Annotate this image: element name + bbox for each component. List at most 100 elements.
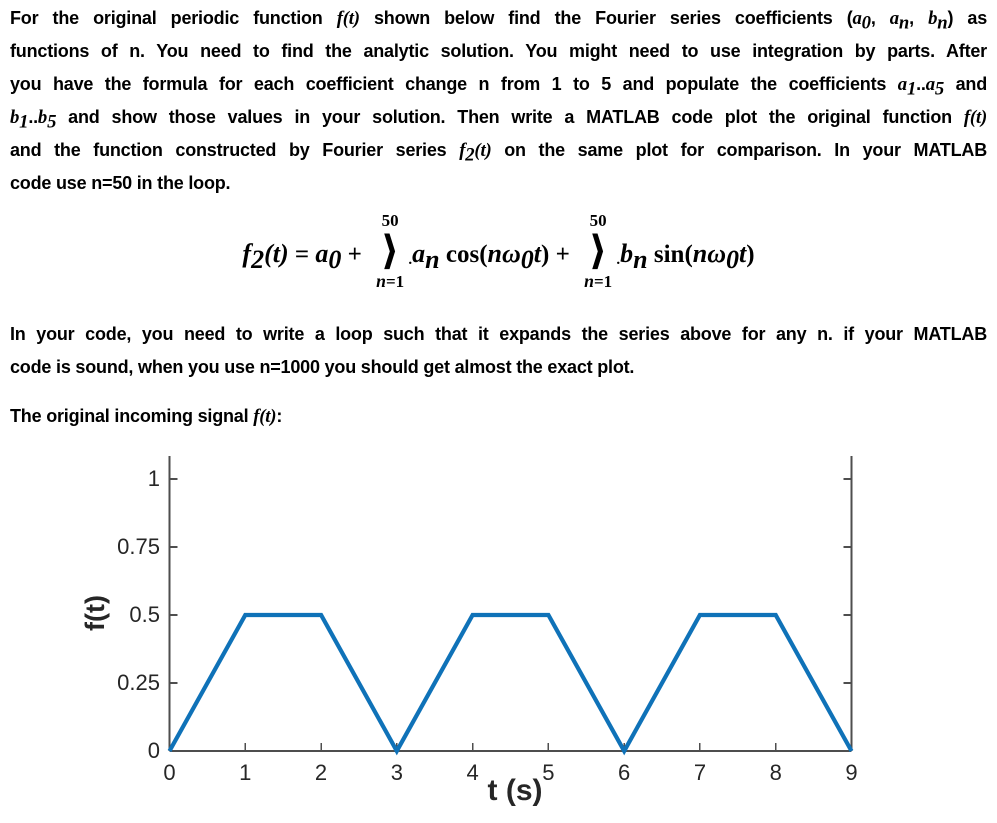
text-segment: ,: [870, 8, 890, 28]
math-text: 2: [251, 245, 265, 275]
text-line: b1..b5 and show those values in your sol…: [10, 101, 987, 134]
signal-chart-svg: f(t) t (s) 0 1 2 3 4 5 6 7 8 9 0 0.25 0.5 0.75 1: [80, 456, 858, 807]
text-segment: functions of n. You need to find the ana…: [10, 41, 987, 61]
text-line: code use n=50 in the loop.: [10, 167, 987, 200]
math-text: 0: [861, 12, 871, 34]
math-text: t: [533, 239, 542, 269]
text-segment: The original incoming signal: [10, 406, 254, 426]
math-text: b: [10, 107, 20, 128]
text-segment: ..: [28, 107, 38, 127]
math-text: b: [620, 239, 634, 269]
formula-text: f2(t) = a0 +: [242, 239, 369, 273]
fourier-series-formula: f2(t) = a0 + 50 ⟩. n=1 an cos(nω0t) + 50 ⟩. n…: [0, 212, 997, 291]
text-segment: For the original periodic function: [10, 8, 337, 28]
sum-dot-artifact: .: [616, 251, 621, 268]
text-line: and the function constructed by Fourier …: [10, 134, 987, 167]
math-text: (t): [264, 239, 289, 269]
text-segment: cos(: [439, 241, 488, 269]
signal-line: [167, 612, 854, 756]
text-line: The original incoming signal f(t):: [10, 400, 987, 433]
x-tick-label: 4: [466, 760, 478, 785]
text-segment: and show those values in your solution. …: [56, 107, 964, 127]
sum-upper-limit: 50: [381, 211, 399, 230]
text-segment: ..: [916, 74, 926, 94]
signal-intro-line: The original incoming signal f(t):: [10, 400, 987, 433]
x-tick-label: 0: [163, 760, 175, 785]
math-text: f: [242, 239, 252, 269]
math-text: f(t): [253, 406, 277, 427]
x-tick-label: 3: [391, 760, 403, 785]
text-line: For the original periodic function f(t) …: [10, 2, 987, 35]
y-tick-label: 1: [148, 466, 160, 491]
sum-dot-artifact: .: [408, 251, 413, 268]
math-text: n: [937, 12, 948, 34]
text-segment: shown below find the Fourier series coef…: [359, 8, 853, 28]
math-text: a: [889, 8, 899, 29]
math-text: 0: [328, 245, 342, 275]
y-axis-label: f(t): [80, 595, 110, 631]
text-line: code is sound, when you use n=1000 you s…: [10, 351, 987, 384]
sigma-glyph: ⟩: [381, 228, 400, 273]
instructions-paragraph-1: For the original periodic function f(t) …: [10, 2, 987, 200]
math-text: b: [37, 107, 48, 128]
text-segment: ) +: [541, 241, 577, 269]
x-axis-label: t (s): [488, 774, 543, 807]
sum-upper-limit: 50: [589, 211, 607, 230]
summation-symbol: 50 ⟩. n=1: [584, 211, 620, 291]
math-text: b: [928, 8, 938, 29]
formula-row: f2(t) = a0 + 50 ⟩. n=1 an cos(nω0t) + 50 ⟩. n…: [0, 212, 997, 291]
math-text: n: [633, 245, 648, 275]
text-segment: code is sound, when you use n=1000 you s…: [10, 357, 635, 377]
signal-figure: f(t) t (s) 0 1 2 3 4 5 6 7 8 9 0 0.25 0.5 0.75 1: [0, 440, 997, 818]
text-segment: and: [944, 74, 988, 94]
text-segment: and the function constructed by Fourier …: [10, 140, 460, 160]
text-segment: =: [288, 241, 316, 269]
math-text: n: [425, 245, 440, 275]
y-tick-label: 0.5: [129, 602, 160, 627]
text-line: functions of n. You need to find the ana…: [10, 35, 987, 68]
formula-text: bn sin(nω0t): [620, 239, 755, 273]
math-text: nω: [487, 239, 521, 269]
x-tick-label: 8: [770, 760, 782, 785]
y-tick-label: 0.75: [117, 534, 160, 559]
math-text: 5: [47, 111, 57, 133]
text-segment: In your code, you need to write a loop s…: [10, 324, 987, 344]
text-segment: ) as: [947, 8, 988, 28]
text-segment: you have the formula for each coefficien…: [10, 74, 898, 94]
summation-symbol: 50 ⟩. n=1: [376, 211, 412, 291]
x-tick-label: 7: [694, 760, 706, 785]
text-segment: ,: [909, 8, 929, 28]
math-text: n: [584, 271, 594, 291]
text-segment: =1: [385, 272, 405, 291]
text-segment: on the same plot for comparison. In your…: [491, 140, 988, 160]
math-text: 1: [906, 78, 917, 100]
math-text: n: [376, 271, 386, 291]
formula-text: an cos(nω0t) +: [412, 239, 577, 273]
sum-lower-limit: n=1: [376, 271, 405, 291]
text-segment: +: [341, 241, 369, 269]
math-text: 5: [934, 78, 945, 100]
x-tick-label: 5: [542, 760, 554, 785]
math-text: f(t): [963, 107, 987, 128]
sum-lower-limit: n=1: [584, 271, 613, 291]
math-text: f(t): [336, 8, 360, 29]
y-tick-label: 0.25: [117, 670, 160, 695]
text-segment: code use n=50 in the loop.: [10, 173, 231, 193]
math-text: a: [412, 239, 426, 269]
text-line: In your code, you need to write a loop s…: [10, 318, 987, 351]
math-text: a: [897, 74, 907, 95]
math-text: a: [852, 8, 862, 29]
text-segment: ): [746, 241, 755, 269]
x-tick-label: 9: [845, 760, 857, 785]
text-segment: =1: [593, 272, 613, 291]
instructions-paragraph-2: In your code, you need to write a loop s…: [10, 318, 987, 384]
text-segment: :: [276, 406, 283, 426]
math-text: a: [315, 239, 329, 269]
y-tick-label: 0: [148, 738, 160, 763]
math-text: 0: [726, 245, 740, 275]
math-text: a: [925, 74, 935, 95]
x-tick-label: 2: [315, 760, 327, 785]
math-text: 1: [19, 111, 29, 133]
x-tick-label: 1: [239, 760, 251, 785]
sigma-glyph: ⟩: [588, 228, 608, 273]
